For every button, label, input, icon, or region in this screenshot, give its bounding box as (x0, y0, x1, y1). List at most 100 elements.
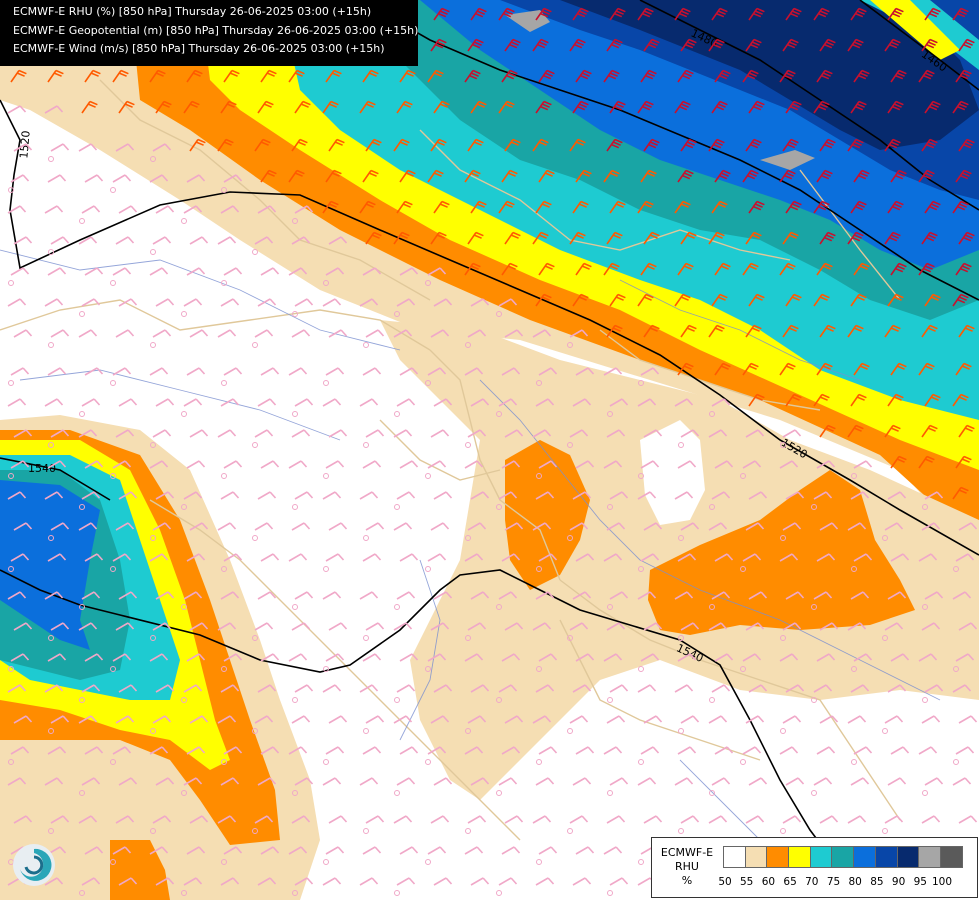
wind-barb (84, 846, 104, 855)
wind-barb (606, 231, 623, 245)
calm-wind-marker (780, 635, 786, 641)
wind-barb (535, 591, 555, 600)
calm-wind-marker (8, 566, 14, 572)
wind-barb (921, 522, 941, 531)
calm-wind-marker (221, 859, 227, 865)
wind-barb (785, 491, 805, 500)
legend-swatch (831, 846, 855, 868)
wind-barb (223, 746, 243, 755)
wind-barb (467, 715, 487, 724)
wind-barb (958, 522, 978, 531)
wind-barb (609, 200, 626, 214)
wind-barb (325, 553, 345, 562)
wind-barb (13, 143, 33, 152)
calm-wind-marker (536, 380, 542, 386)
wind-barb (467, 522, 487, 531)
wind-barb (10, 69, 27, 83)
wind-barb (785, 393, 802, 407)
calm-wind-marker (811, 697, 817, 703)
wind-barb (572, 398, 592, 407)
wind-barb (785, 100, 802, 114)
wind-barb (189, 138, 206, 152)
wind-barb (464, 69, 481, 83)
wind-barb (359, 298, 379, 307)
calm-wind-marker (780, 728, 786, 734)
wind-barb (603, 653, 623, 662)
wind-barb (257, 100, 274, 114)
wind-barb (847, 522, 867, 531)
wind-barb (362, 846, 382, 855)
wind-barb (847, 622, 867, 631)
wind-barb (322, 200, 339, 214)
legend-tick: 95 (913, 876, 927, 888)
wind-barb (257, 591, 277, 600)
calm-wind-marker (150, 635, 156, 641)
wind-barb (955, 455, 972, 469)
wind-barb (538, 653, 558, 662)
calm-wind-marker (394, 504, 400, 510)
wind-barb (328, 715, 348, 724)
wind-barb (779, 169, 796, 183)
calm-wind-marker (110, 473, 116, 479)
wind-barb (532, 622, 552, 631)
wind-barb (433, 398, 453, 407)
legend-tick: 60 (761, 876, 776, 888)
wind-barb (847, 138, 864, 152)
wind-barb (890, 169, 907, 183)
calm-wind-marker (465, 635, 471, 641)
wind-barb (50, 143, 70, 152)
wind-barb (112, 367, 132, 376)
wind-barb (603, 367, 623, 376)
wind-barb (50, 622, 70, 631)
wind-barb (853, 746, 873, 755)
wind-barb (779, 746, 799, 755)
wind-barb (782, 231, 799, 245)
calm-wind-marker (323, 473, 329, 479)
wind-barb (572, 200, 589, 214)
calm-wind-marker (740, 666, 746, 672)
wind-barb (569, 715, 589, 724)
wind-barb (47, 367, 67, 376)
calm-wind-marker (780, 442, 786, 448)
wind-barb (884, 522, 904, 531)
calm-wind-marker (221, 566, 227, 572)
calm-wind-marker (394, 890, 400, 896)
wind-barb (742, 553, 762, 562)
wind-barb (47, 553, 67, 562)
wind-barb (609, 491, 629, 500)
wind-barb (640, 262, 657, 276)
wind-barb (952, 293, 969, 307)
wind-barb (328, 622, 348, 631)
wind-barb (816, 460, 836, 469)
header-line-wind: ECMWF-E Wind (m/s) [850 hPa] Thursday 26… (13, 42, 385, 55)
wind-barb (396, 100, 413, 114)
wind-barb (10, 460, 30, 469)
wind-barb (7, 777, 27, 786)
calm-wind-marker (363, 342, 369, 348)
calm-wind-marker (150, 442, 156, 448)
wind-barb (152, 715, 172, 724)
wind-barb (952, 100, 969, 114)
calm-wind-marker (678, 728, 684, 734)
wind-barb (7, 205, 27, 214)
wind-barb (433, 7, 450, 21)
wind-barb (609, 877, 629, 886)
wind-barb (365, 715, 385, 724)
wind-barb (819, 522, 839, 531)
legend-tick: 80 (848, 876, 862, 888)
wind-barb (84, 746, 104, 755)
wind-barb (884, 231, 901, 245)
calm-wind-marker (323, 566, 329, 572)
wind-barb (217, 622, 237, 631)
legend-unit: % (681, 874, 693, 887)
calm-wind-marker (181, 218, 187, 224)
wind-barb (294, 491, 314, 500)
wind-barb (816, 746, 836, 755)
wind-barb (850, 591, 870, 600)
wind-barb (958, 424, 975, 438)
wind-barb (220, 205, 240, 214)
wind-barb (84, 653, 104, 662)
wind-barb (816, 262, 833, 276)
calm-wind-marker (110, 187, 116, 193)
wind-barb (538, 460, 558, 469)
